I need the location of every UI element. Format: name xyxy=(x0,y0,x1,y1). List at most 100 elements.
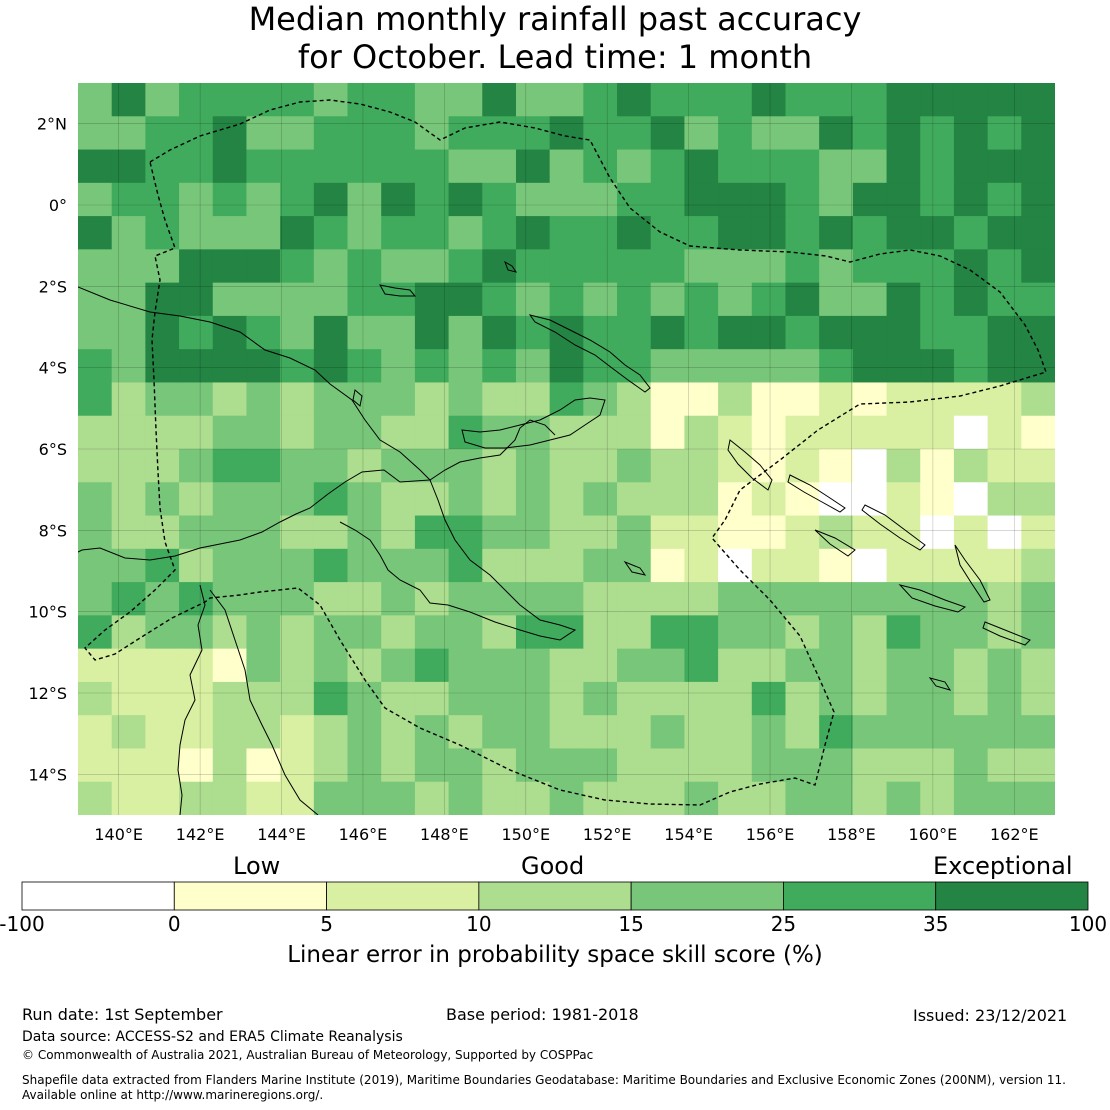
grid-cell xyxy=(650,116,686,151)
grid-cell xyxy=(549,715,584,750)
grid-cell xyxy=(953,449,989,483)
choiseul-coast xyxy=(787,474,846,513)
grid-cell xyxy=(145,315,180,350)
grid-cell xyxy=(852,515,888,550)
new-guinea-coast xyxy=(78,286,432,561)
grid-cell xyxy=(179,515,214,550)
grid-cell xyxy=(583,548,618,583)
small-island xyxy=(504,260,518,273)
colorbar-segment xyxy=(630,881,784,911)
grid-cell xyxy=(987,415,1022,450)
grid-cell xyxy=(583,515,618,550)
grid-cell xyxy=(448,182,483,217)
grid-cell xyxy=(381,681,416,716)
grid-cell xyxy=(313,449,349,483)
grid-cell xyxy=(347,615,382,650)
grid-cell xyxy=(246,615,281,650)
grid-cell xyxy=(718,315,753,350)
grid-cell xyxy=(111,382,146,417)
grid-cell xyxy=(515,548,551,583)
grid-cell xyxy=(145,449,180,483)
grid-cell xyxy=(280,83,315,117)
grid-cell xyxy=(145,515,180,550)
grid-cell xyxy=(684,548,719,583)
grid-cell xyxy=(212,282,248,317)
grid-cell xyxy=(852,116,888,151)
grid-cell xyxy=(751,748,787,783)
grid-cell xyxy=(852,216,888,250)
grid-cell xyxy=(684,216,719,250)
grid-cell xyxy=(414,315,450,350)
grid-cell xyxy=(1021,748,1055,783)
colorbar-segment xyxy=(173,881,327,911)
grid-cell xyxy=(179,249,214,284)
grid-cell xyxy=(515,349,551,384)
grid-cell xyxy=(111,249,146,284)
grid-cell xyxy=(819,382,854,417)
grid-cell xyxy=(886,182,921,217)
grid-cell xyxy=(482,282,517,317)
grid-cell xyxy=(819,83,854,117)
grid-cell xyxy=(819,548,854,583)
grid-cell xyxy=(1021,182,1055,217)
grid-cell xyxy=(280,216,315,250)
longitude-label: 150°E xyxy=(501,825,550,844)
grid-cell xyxy=(583,116,618,151)
grid-cell xyxy=(145,415,180,450)
grid-cell xyxy=(448,515,483,550)
grid-cell xyxy=(1021,548,1055,583)
grid-cell xyxy=(246,149,281,184)
grid-cell xyxy=(751,182,787,217)
grid-cell xyxy=(212,681,248,716)
grid-cell xyxy=(819,681,854,716)
grid-cell xyxy=(617,648,652,683)
colorbar-tick: 5 xyxy=(320,912,333,936)
grid-cell xyxy=(515,83,551,117)
grid-cell xyxy=(347,315,382,350)
grid-cell xyxy=(852,781,888,815)
colorbar-segment xyxy=(783,881,937,911)
grid-cell xyxy=(313,582,349,616)
grid-cell xyxy=(819,515,854,550)
grid-cell xyxy=(1021,315,1055,350)
run-date: Run date: 1st September xyxy=(22,1005,223,1024)
colorbar-segment xyxy=(478,881,632,911)
grid-cell xyxy=(1021,282,1055,317)
grid-cell xyxy=(381,648,416,683)
grid-cell xyxy=(246,681,281,716)
grid-cell xyxy=(111,582,146,616)
grid-cell xyxy=(920,648,955,683)
grid-cell xyxy=(111,781,146,815)
grid-cell xyxy=(347,149,382,184)
grid-cell xyxy=(852,482,888,517)
grid-cell xyxy=(280,382,315,417)
grid-cell xyxy=(212,515,248,550)
grid-cell xyxy=(785,182,820,217)
grid-cell xyxy=(414,415,450,450)
grid-cell xyxy=(852,548,888,583)
grid-cell xyxy=(313,515,349,550)
grid-cell xyxy=(347,282,382,317)
small-island xyxy=(352,389,363,407)
map-svg: 140°E 142°E 144°E 146°E 148°E 150°E 152°E 154°E… xyxy=(28,83,1055,844)
grid-cell xyxy=(381,781,416,815)
grid-cell xyxy=(785,149,820,184)
grid-cell xyxy=(751,315,787,350)
grid-cell xyxy=(819,349,854,384)
grid-cell xyxy=(583,615,618,650)
grid-cell xyxy=(953,349,989,384)
grid-cell xyxy=(650,582,686,616)
grid-cell xyxy=(414,149,450,184)
grid-cell xyxy=(650,149,686,184)
grid-cell xyxy=(886,83,921,117)
grid-cell xyxy=(381,748,416,783)
grid-cell xyxy=(414,615,450,650)
grid-cell xyxy=(953,615,989,650)
grid-cell xyxy=(246,182,281,217)
grid-cell xyxy=(718,648,753,683)
guadalcanal-coast xyxy=(898,584,967,613)
grid-cell xyxy=(718,715,753,750)
grid-cell xyxy=(751,382,787,417)
grid-cell xyxy=(684,615,719,650)
grid-cell xyxy=(179,482,214,517)
